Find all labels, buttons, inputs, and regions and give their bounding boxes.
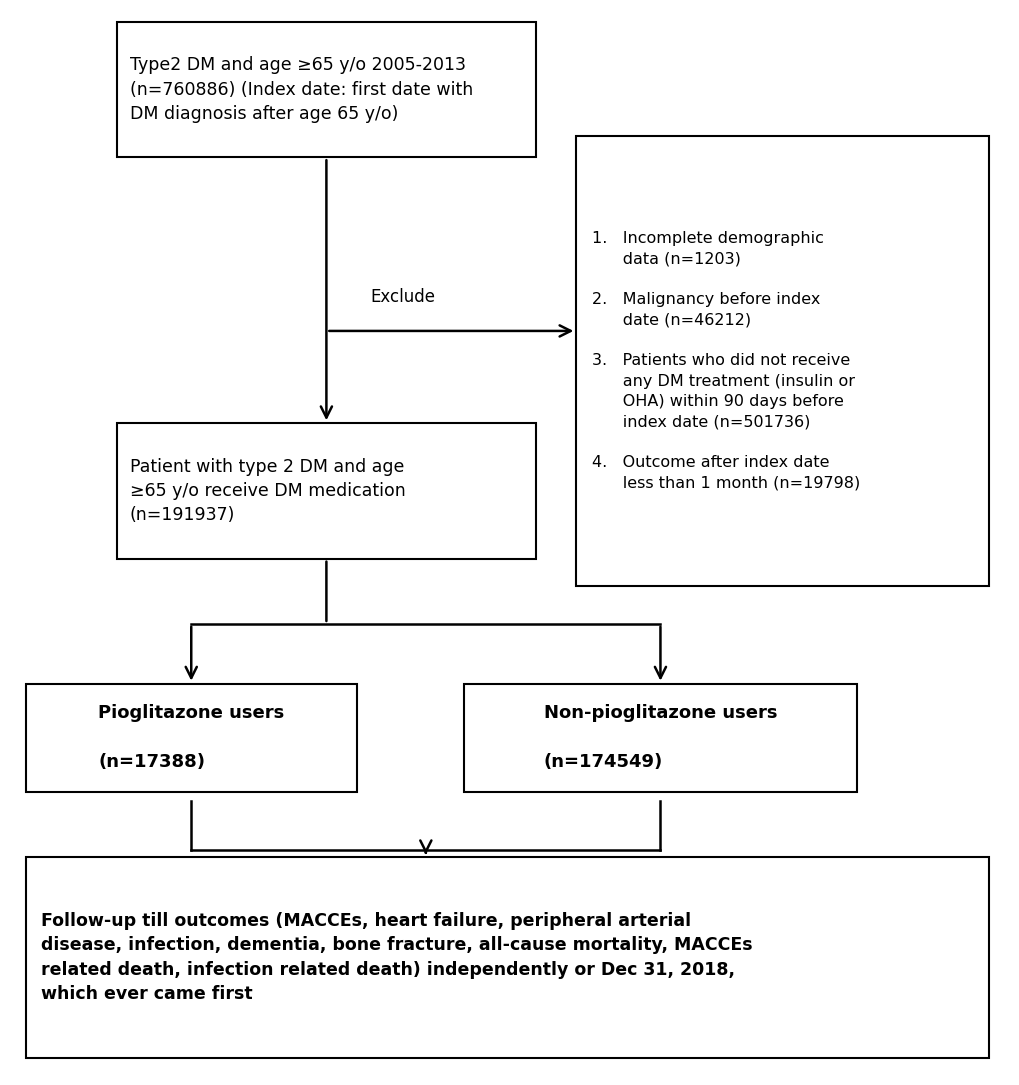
Text: Type2 DM and age ≥65 y/o 2005-2013
(n=760886) (Index date: first date with
DM di: Type2 DM and age ≥65 y/o 2005-2013 (n=76… <box>129 56 473 123</box>
FancyBboxPatch shape <box>464 684 856 792</box>
Text: Exclude: Exclude <box>370 288 435 306</box>
FancyBboxPatch shape <box>25 857 988 1058</box>
Text: Pioglitazone users

(n=17388): Pioglitazone users (n=17388) <box>98 704 284 771</box>
FancyBboxPatch shape <box>25 684 357 792</box>
Text: Patient with type 2 DM and age
≥65 y/o receive DM medication
(n=191937): Patient with type 2 DM and age ≥65 y/o r… <box>129 458 405 524</box>
Text: 1.   Incomplete demographic
      data (n=1203)

2.   Malignancy before index
  : 1. Incomplete demographic data (n=1203) … <box>591 231 859 490</box>
FancyBboxPatch shape <box>576 136 988 586</box>
FancyBboxPatch shape <box>117 22 535 157</box>
FancyBboxPatch shape <box>117 423 535 559</box>
Text: Non-pioglitazone users

(n=174549): Non-pioglitazone users (n=174549) <box>543 704 776 771</box>
Text: Follow-up till outcomes (MACCEs, heart failure, peripheral arterial
disease, inf: Follow-up till outcomes (MACCEs, heart f… <box>41 912 752 1003</box>
